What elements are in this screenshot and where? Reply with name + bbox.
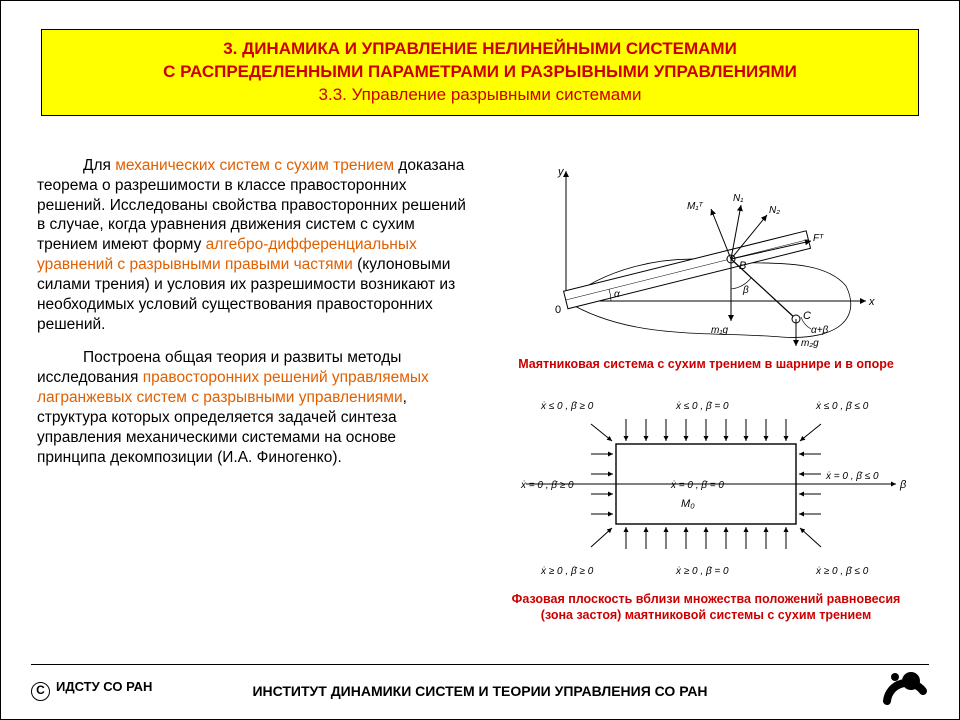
institute-name: ИНСТИТУТ ДИНАМИКИ СИСТЕМ И ТЕОРИИ УПРАВЛ…: [1, 683, 959, 699]
svg-text:ẋ = 0 , β̇ ≤ 0: ẋ = 0 , β̇ ≤ 0: [825, 471, 879, 482]
title-line-1: 3. ДИНАМИКА И УПРАВЛЕНИЕ НЕЛИНЕЙНЫМИ СИС…: [54, 38, 906, 61]
svg-text:α: α: [614, 289, 620, 300]
svg-text:ẋ ≥ 0 , β̇ ≤ 0: ẋ ≥ 0 , β̇ ≤ 0: [815, 566, 869, 577]
svg-text:0: 0: [555, 304, 561, 316]
svg-text:ẋ ≤ 0 , β̇ ≥ 0: ẋ ≤ 0 , β̇ ≥ 0: [540, 401, 594, 412]
highlight-1: механических систем с сухим трением: [115, 157, 394, 174]
svg-text:y: y: [557, 166, 565, 178]
svg-text:x: x: [868, 296, 875, 308]
institute-logo-icon: [875, 661, 935, 707]
svg-text:β: β: [899, 479, 907, 491]
figure-2: β M₀: [491, 389, 921, 589]
svg-text:m₂g: m₂g: [801, 338, 819, 349]
body-text: Для механических систем с сухим трением …: [37, 156, 467, 481]
slide: 3. ДИНАМИКА И УПРАВЛЕНИЕ НЕЛИНЕЙНЫМИ СИС…: [0, 0, 960, 720]
footer-divider: [31, 664, 929, 665]
title-line-2: С РАСПРЕДЕЛЕННЫМИ ПАРАМЕТРАМИ И РАЗРЫВНЫ…: [54, 61, 906, 84]
svg-text:m₁g: m₁g: [711, 325, 728, 336]
svg-text:Fᵀ: Fᵀ: [813, 233, 824, 244]
figure-1-caption: Маятниковая система с сухим трением в ша…: [496, 356, 916, 372]
title-box: 3. ДИНАМИКА И УПРАВЛЕНИЕ НЕЛИНЕЙНЫМИ СИС…: [41, 29, 919, 116]
svg-text:ẋ ≤ 0 , β̇ ≤ 0: ẋ ≤ 0 , β̇ ≤ 0: [815, 401, 869, 412]
svg-text:ẋ ≥ 0 , β̇ ≥ 0: ẋ ≥ 0 , β̇ ≥ 0: [540, 566, 594, 577]
svg-text:ẋ = 0 , β̇ ≥ 0: ẋ = 0 , β̇ ≥ 0: [520, 480, 574, 491]
svg-text:C: C: [803, 310, 811, 322]
svg-text:M₀: M₀: [681, 498, 695, 510]
figure-1: y x 0 B α M₁ᵀ N₁ N₂ Fᵀ: [501, 161, 901, 351]
paragraph-1: Для механических систем с сухим трением …: [37, 156, 467, 334]
title-line-3: 3.3. Управление разрывными системами: [54, 84, 906, 107]
figure-2-caption: Фазовая плоскость вблизи множества полож…: [491, 591, 921, 624]
svg-text:M₁ᵀ: M₁ᵀ: [687, 201, 703, 212]
svg-text:β: β: [742, 285, 749, 296]
svg-text:ẋ ≤ 0 , β̇ = 0: ẋ ≤ 0 , β̇ = 0: [675, 401, 729, 412]
svg-text:ẋ ≥ 0 , β̇ = 0: ẋ ≥ 0 , β̇ = 0: [675, 566, 729, 577]
svg-text:N₁: N₁: [733, 193, 743, 204]
svg-text:ẋ = 0 , β̇ = 0: ẋ = 0 , β̇ = 0: [670, 480, 724, 491]
paragraph-2: Построена общая теория и развиты методы …: [37, 348, 467, 467]
svg-text:N₂: N₂: [769, 205, 780, 216]
svg-text:α+β: α+β: [811, 325, 829, 336]
